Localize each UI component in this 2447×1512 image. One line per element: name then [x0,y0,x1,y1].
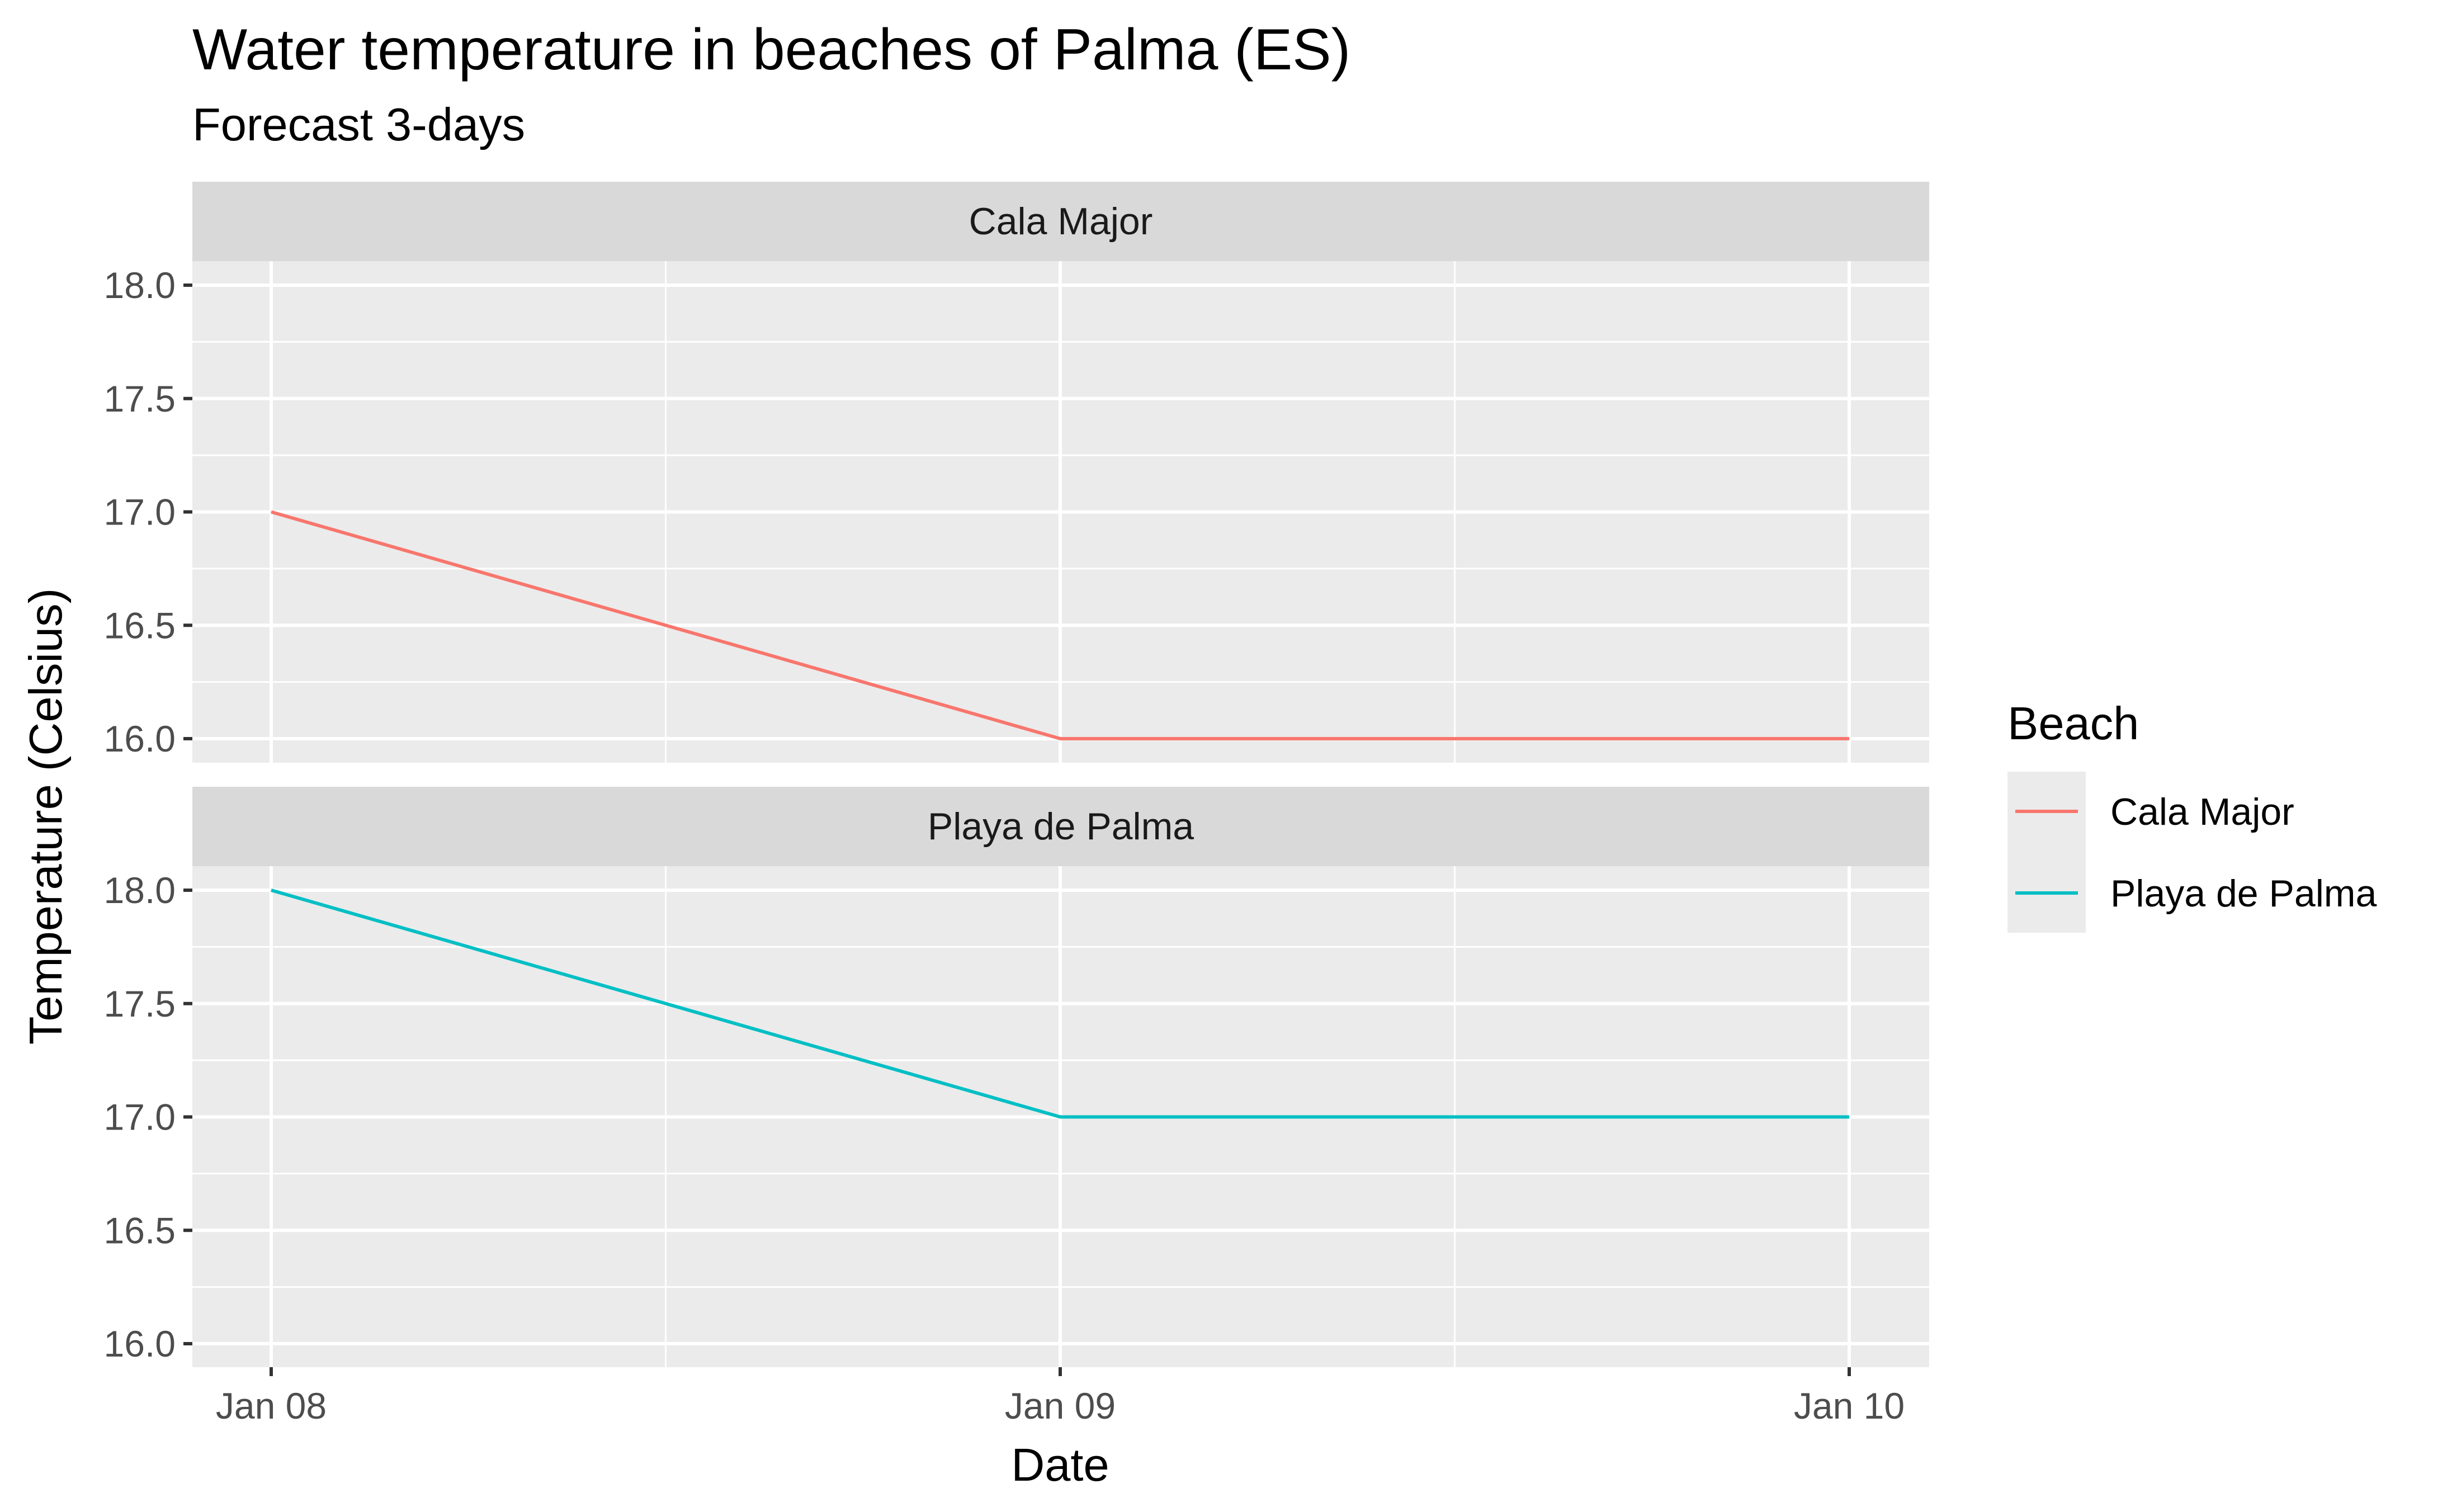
facet-strip [192,787,1929,866]
y-tick-label: 16.0 [104,718,176,759]
x-tick-label: Jan 09 [1005,1385,1116,1426]
x-axis: Jan 08 Jan 09 Jan 10 [216,1367,1905,1426]
facet-strip-label: Playa de Palma [928,805,1194,848]
facet-strip-label: Cala Major [969,200,1153,243]
y-tick-label: 17.0 [104,1097,176,1138]
x-axis-title: Date [1011,1439,1109,1491]
y-tick-label: 16.5 [104,1209,176,1251]
legend-label: Playa de Palma [2110,872,2377,915]
y-tick-label: 16.5 [104,604,176,646]
legend-entries: Cala Major Playa de Palma [2015,791,2377,915]
x-tick-label: Jan 10 [1794,1385,1905,1426]
y-tick-label: 17.5 [104,983,176,1024]
y-tick-label: 16.0 [104,1323,176,1364]
legend-label: Cala Major [2110,791,2294,833]
y-tick-label: 17.0 [104,492,176,533]
legend: Beach Cala Major Playa de Palma [2007,697,2377,933]
y-tick-label: 18.0 [104,870,176,911]
chart-subtitle: Forecast 3-days [192,98,526,150]
panel-2: Playa de Palma 16.0 16.5 17.0 17.5 18.0 [104,787,1929,1367]
y-tick-label: 17.5 [104,378,176,419]
y-axis-title: Temperature (Celsius) [20,588,72,1045]
legend-title: Beach [2007,697,2139,749]
facet-strip [192,182,1929,261]
y-tick-label: 18.0 [104,264,176,306]
chart-title: Water temperature in beaches of Palma (E… [192,17,1351,82]
panel-1: Cala Major 16.0 16.5 17.0 17.5 18.0 [104,182,1929,763]
legend-key-background [2007,772,2086,933]
series-line [271,889,1849,1119]
series-line [271,510,1849,740]
x-tick-label: Jan 08 [216,1385,327,1426]
